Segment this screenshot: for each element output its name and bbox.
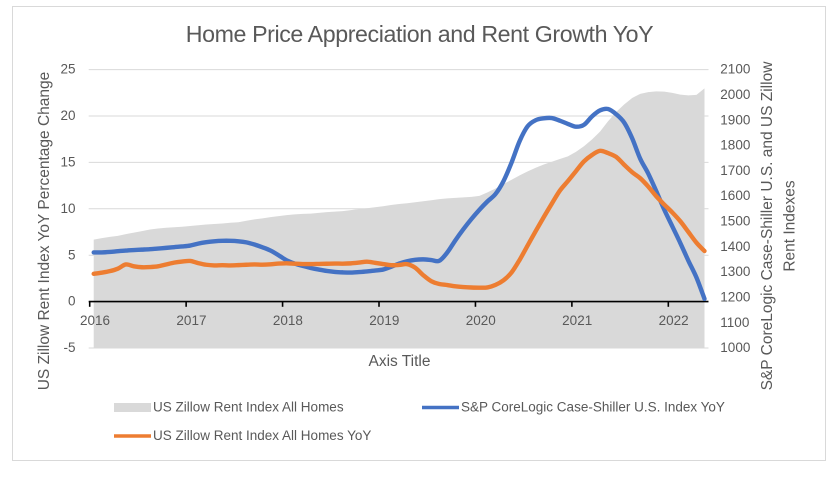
right-tick-label: 2100 — [720, 62, 750, 77]
x-tick-label: 2021 — [562, 313, 592, 328]
right-tick-label: 2000 — [720, 87, 750, 102]
right-tick-label: 1100 — [720, 315, 749, 330]
right-axis-title-line: Rent Indexes — [782, 180, 799, 272]
series-line-us-zillow-rent-index-all-homes-yoy — [91, 148, 707, 290]
legend-label: US Zillow Rent Index All Homes YoY — [153, 428, 371, 443]
x-tick-label: 2018 — [273, 313, 303, 328]
legend-label: US Zillow Rent Index All Homes — [153, 400, 344, 415]
right-tick-label: 1600 — [720, 188, 750, 203]
left-tick-label: 0 — [68, 294, 76, 309]
left-tick-label: 5 — [68, 247, 76, 262]
left-axis-title: US Zillow Rent Index YoY Percentage Chan… — [36, 72, 53, 391]
x-axis-title: Axis Title — [368, 353, 430, 370]
legend-swatch-area — [114, 403, 151, 412]
right-tick-label: 1800 — [720, 138, 750, 153]
x-tick-label: 2020 — [466, 313, 496, 328]
left-tick-label: 20 — [60, 108, 75, 123]
left-tick-label: 25 — [60, 62, 75, 77]
x-tick-label: 2019 — [369, 313, 399, 328]
right-tick-label: 1700 — [720, 163, 750, 178]
right-tick-label: 1900 — [720, 112, 750, 127]
right-tick-label: 1200 — [720, 289, 750, 304]
left-tick-label: -5 — [63, 340, 75, 355]
chart-title: Home Price Appreciation and Rent Growth … — [186, 21, 653, 47]
legend-label: S&P CoreLogic Case-Shiller U.S. Index Yo… — [461, 400, 725, 415]
right-tick-label: 1400 — [720, 239, 750, 254]
right-tick-label: 1300 — [720, 264, 750, 279]
right-axis-title-line: S&P CoreLogic Case-Shiller U.S. and US Z… — [759, 61, 776, 391]
left-tick-label: 10 — [60, 201, 75, 216]
series-area-us-zillow-rent-index-all-homes — [93, 88, 705, 348]
x-tick-label: 2022 — [659, 313, 689, 328]
left-tick-label: 15 — [60, 154, 75, 169]
x-tick-label: 2017 — [176, 313, 206, 328]
right-tick-label: 1500 — [720, 214, 750, 229]
x-tick-label: 2016 — [80, 313, 110, 328]
right-tick-label: 1000 — [720, 340, 750, 355]
chart-border — [12, 6, 826, 461]
